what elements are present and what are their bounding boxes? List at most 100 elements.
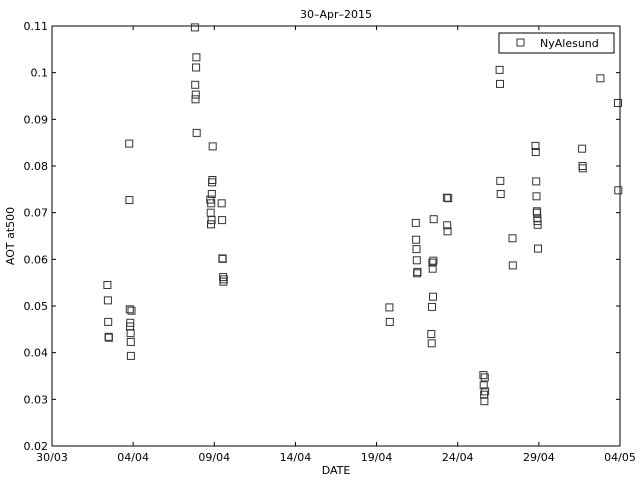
x-axis: 30/03 04/04 09/04 14/04 19/04 24/04 29/04 04/05 [36,26,636,464]
data-point [508,234,517,243]
data-point [126,318,135,327]
data-point [479,381,488,390]
data-point [531,148,540,156]
data-point [127,306,136,315]
data-point [533,220,542,229]
data-point [496,190,505,198]
data-point [480,397,489,406]
y-axis-label: AOT at500 [4,207,17,265]
x-tick-label: 29/04 [523,451,555,464]
y-axis: 0.02 0.03 0.04 0.05 0.06 0.07 0.08 0.09 0.1 0.11 [24,20,620,453]
data-point [578,164,587,173]
data-point [104,333,113,342]
data-point [207,220,215,229]
y-tick-label: 0.05 [24,300,49,313]
y-tick-label: 0.04 [24,347,49,360]
data-point [429,215,438,224]
data-point [531,141,540,150]
data-point [208,176,217,184]
data-point [191,90,200,99]
x-tick-label: 04/05 [604,451,636,464]
data-point [219,275,228,284]
data-point [103,296,112,305]
data-point [532,177,541,186]
x-tick-label: 04/04 [117,451,149,464]
data-points [103,23,623,406]
data-point [444,194,453,203]
x-tick-label: 19/04 [361,451,393,464]
data-point [481,387,490,396]
data-point [532,192,541,201]
legend-box [498,32,615,54]
data-point [508,261,517,270]
data-point [428,264,437,273]
data-point [385,303,394,312]
data-point [428,302,436,311]
data-point [217,199,226,208]
data-point [443,221,452,230]
data-point [614,99,622,107]
plot-area [51,25,621,447]
data-point [578,144,587,153]
y-tick-label: 0.09 [24,113,49,126]
data-point [218,216,227,225]
data-point [614,186,623,195]
data-point [411,218,420,227]
data-point [219,273,228,282]
data-point [495,65,504,74]
data-point [207,199,216,208]
legend-marker-square [516,38,525,47]
data-point [125,305,134,314]
data-point [208,142,217,151]
data-point [385,317,394,326]
y-tick-label: 0.1 [31,67,49,80]
data-point [191,95,200,104]
data-point [126,329,135,338]
legend: NyAlesund [498,32,615,54]
data-point [126,337,135,346]
data-point [413,267,422,276]
x-axis-label: DATE [322,464,351,477]
data-point [207,190,216,198]
y-tick-label: 0.06 [24,253,49,266]
data-point [429,292,437,301]
data-point [496,176,505,185]
data-point [191,80,200,89]
data-point [192,53,201,62]
data-point [125,139,134,148]
data-point [190,23,199,32]
data-point [427,330,436,338]
data-point [218,254,227,263]
data-point [443,227,452,236]
data-point [412,256,421,265]
data-point [428,258,437,267]
chart-title: 30–Apr–2015 [300,8,372,21]
y-tick-label: 0.08 [24,160,49,173]
y-tick-label: 0.11 [24,20,49,33]
data-point [596,74,605,83]
y-tick-label: 0.03 [24,393,49,406]
data-point [427,339,436,348]
data-point [103,281,112,289]
data-point [479,371,488,380]
y-tick-label: 0.07 [24,207,49,220]
x-tick-label: 09/04 [198,451,230,464]
data-point [496,79,504,88]
data-point [412,245,421,254]
y-tick-label: 0.02 [24,440,49,453]
data-point [480,373,489,382]
data-point [533,208,542,217]
x-tick-label: 24/04 [442,451,474,464]
x-tick-label: 30/03 [36,451,68,464]
data-point [534,244,542,253]
data-point [192,128,201,137]
data-point [125,196,134,205]
data-point [104,317,113,326]
legend-series-name: NyAlesund [540,37,599,50]
data-point [429,256,438,265]
x-tick-label: 14/04 [280,451,312,464]
data-point [412,235,421,244]
data-point [192,63,201,72]
data-point [207,216,216,225]
